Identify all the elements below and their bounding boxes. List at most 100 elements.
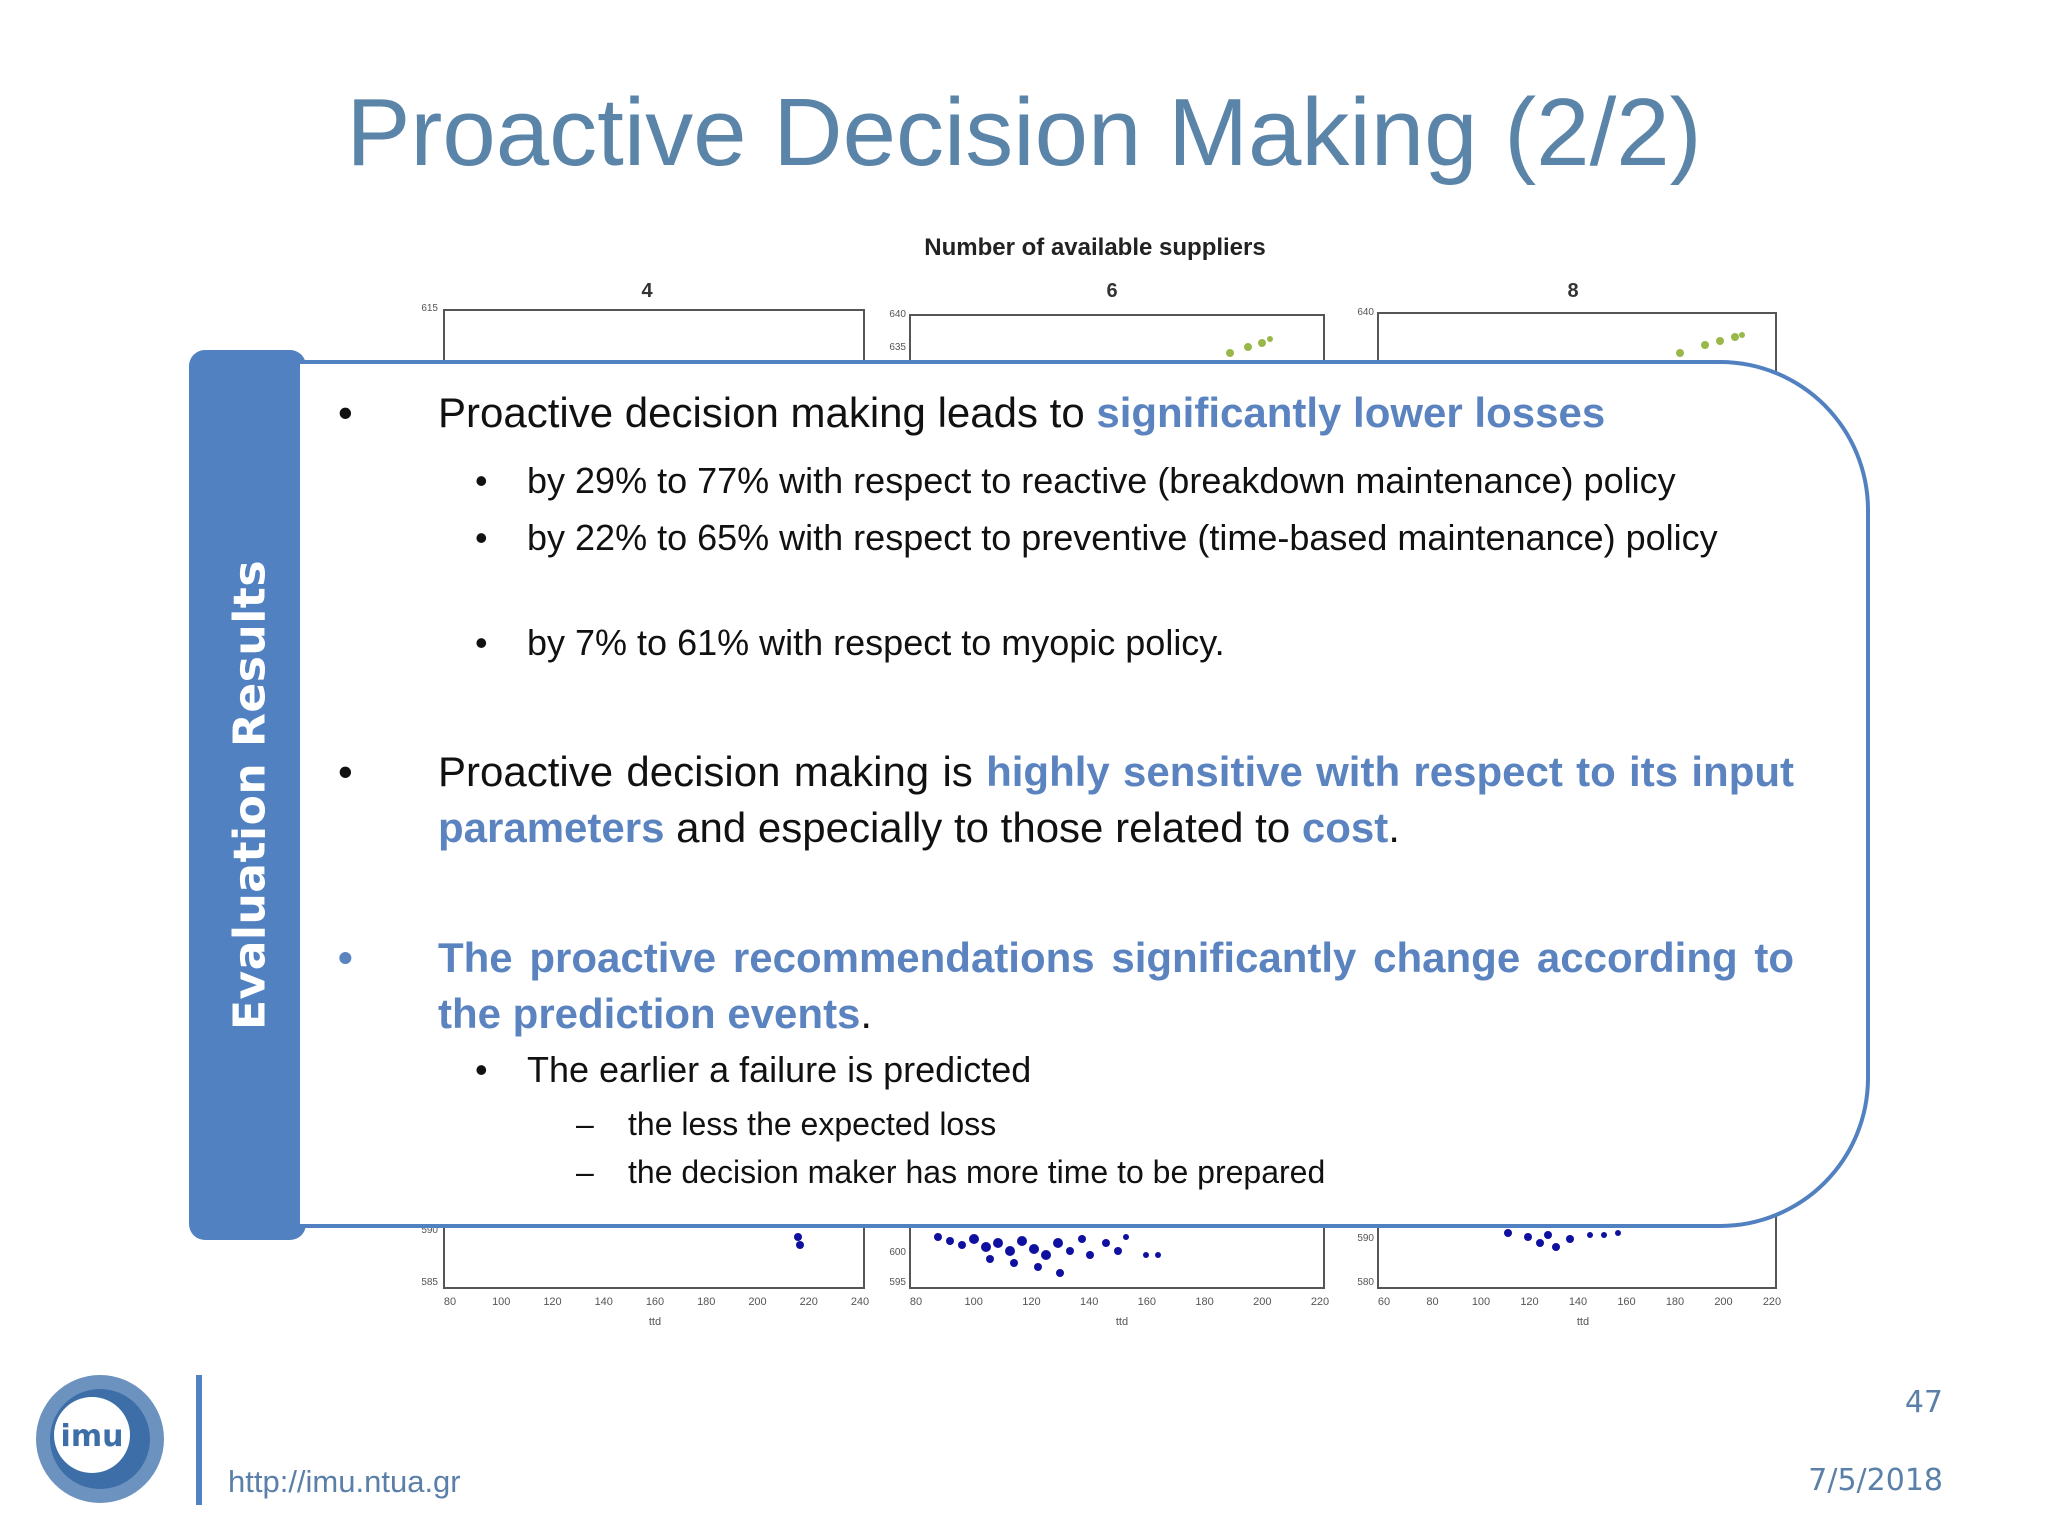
bullet-2: • Proactive decision making is highly se… bbox=[338, 744, 1794, 856]
blue-point bbox=[958, 1241, 966, 1249]
blue-point bbox=[946, 1237, 954, 1245]
panel-6-ytick-second: 635 bbox=[889, 342, 906, 353]
green-point bbox=[1244, 343, 1252, 351]
bullet-1-prefix: Proactive decision making leads to bbox=[438, 389, 1097, 436]
panel-8-ytick-b: 580 bbox=[1357, 1277, 1374, 1288]
blue-point bbox=[1005, 1246, 1015, 1256]
blue-point bbox=[1155, 1252, 1161, 1258]
blue-point bbox=[1102, 1239, 1110, 1247]
dash-mark: – bbox=[576, 1106, 594, 1142]
blue-point bbox=[1017, 1236, 1027, 1246]
bullet-2-middle: and especially to those related to bbox=[664, 804, 1302, 851]
figure-heading: Number of available suppliers bbox=[924, 234, 1265, 261]
panel-6-ytick-b: 595 bbox=[889, 1277, 906, 1288]
bullet-dot: • bbox=[338, 934, 353, 981]
green-points bbox=[1226, 332, 1745, 357]
green-point bbox=[1267, 336, 1273, 342]
bullet-2-prefix: Proactive decision making is bbox=[438, 748, 987, 795]
blue-point bbox=[1029, 1244, 1039, 1254]
bullet-3: • The proactive recommendations signific… bbox=[338, 930, 1794, 1042]
bullet-3-sub-1-b: – the decision maker has more time to be… bbox=[576, 1150, 1776, 1194]
logo-text: imu bbox=[61, 1419, 124, 1454]
blue-point bbox=[1544, 1231, 1552, 1239]
x-tick-label: 180 bbox=[1195, 1296, 1213, 1308]
blue-point bbox=[1114, 1247, 1122, 1255]
blue-point bbox=[1143, 1252, 1149, 1258]
x-tick-label: 220 bbox=[1311, 1296, 1329, 1308]
green-point bbox=[1739, 332, 1745, 338]
x-tick-label: 200 bbox=[1253, 1296, 1271, 1308]
bullet-1: • Proactive decision making leads to sig… bbox=[338, 385, 1838, 441]
side-tab bbox=[189, 350, 306, 1240]
blue-point bbox=[1041, 1250, 1051, 1260]
blue-point bbox=[1066, 1247, 1074, 1255]
panel-6-xticks: 80 100 120 140 160 180 200 220 bbox=[910, 1296, 1329, 1308]
blue-point bbox=[1123, 1234, 1129, 1240]
bullet-2-highlight: highly sensitive with respect to its inp… bbox=[438, 748, 1794, 851]
x-tick-label: 140 bbox=[1569, 1296, 1587, 1308]
blue-point bbox=[981, 1242, 991, 1252]
green-point bbox=[1716, 337, 1724, 345]
green-point bbox=[1701, 341, 1709, 349]
green-point bbox=[1731, 333, 1739, 341]
x-tick-label: 100 bbox=[492, 1296, 510, 1308]
blue-point bbox=[1536, 1239, 1544, 1247]
x-tick-label: 120 bbox=[1022, 1296, 1040, 1308]
x-tick-label: 120 bbox=[543, 1296, 561, 1308]
x-tick-label: 100 bbox=[1472, 1296, 1490, 1308]
bullet-1-text: Proactive decision making leads to signi… bbox=[438, 385, 1838, 441]
blue-point bbox=[1010, 1259, 1018, 1267]
panel-6-ytick-top: 640 bbox=[889, 309, 906, 320]
blue-point bbox=[1078, 1235, 1086, 1243]
bullet-3-end: . bbox=[860, 990, 873, 1037]
blue-point bbox=[969, 1234, 979, 1244]
x-tick-label: 220 bbox=[1763, 1296, 1781, 1308]
panel-8-xlabel: ttd bbox=[1577, 1316, 1589, 1328]
x-tick-label: 100 bbox=[965, 1296, 983, 1308]
footer-date: 7/5/2018 bbox=[1808, 1463, 1943, 1498]
blue-point bbox=[1524, 1233, 1532, 1241]
blue-point bbox=[993, 1238, 1003, 1248]
blue-point bbox=[1601, 1232, 1607, 1238]
blue-point bbox=[1504, 1229, 1512, 1237]
bullet-3-sub-1-b-text: the decision maker has more time to be p… bbox=[628, 1154, 1326, 1190]
panel-8-ytick-top: 640 bbox=[1357, 307, 1374, 318]
bullet-3-sub-1-a: – the less the expected loss bbox=[576, 1102, 1776, 1146]
blue-point bbox=[1056, 1269, 1064, 1277]
panel-6-ytick-a: 600 bbox=[889, 1247, 906, 1258]
blue-points bbox=[794, 1229, 1621, 1277]
bullet-list: • Proactive decision making leads to sig… bbox=[300, 360, 1900, 1228]
blue-point bbox=[934, 1233, 942, 1241]
dash-mark: – bbox=[576, 1154, 594, 1190]
slide-title: Proactive Decision Making (2/2) bbox=[346, 79, 1702, 186]
panel-6-xlabel: ttd bbox=[1116, 1316, 1128, 1328]
bullet-dot: • bbox=[475, 622, 488, 663]
bullet-dot: • bbox=[475, 517, 488, 558]
bullet-dot: • bbox=[338, 389, 353, 436]
bullet-3-sub-1-text: The earlier a failure is predicted bbox=[527, 1049, 1032, 1090]
blue-point bbox=[1587, 1232, 1593, 1238]
x-tick-label: 200 bbox=[748, 1296, 766, 1308]
green-point bbox=[1676, 349, 1684, 357]
bullet-3-sub-1: • The earlier a failure is predicted bbox=[475, 1046, 1800, 1094]
footer-url[interactable]: http://imu.ntua.gr bbox=[228, 1464, 461, 1499]
bullet-1-sub-3-text: by 7% to 61% with respect to myopic poli… bbox=[527, 622, 1225, 663]
blue-point bbox=[1034, 1263, 1042, 1271]
blue-point bbox=[794, 1233, 802, 1241]
x-tick-label: 80 bbox=[444, 1296, 456, 1308]
x-tick-label: 180 bbox=[1666, 1296, 1684, 1308]
logo-inner bbox=[54, 1397, 130, 1473]
x-tick-label: 120 bbox=[1520, 1296, 1538, 1308]
bullet-dot: • bbox=[338, 748, 353, 795]
x-tick-label: 140 bbox=[595, 1296, 613, 1308]
panel-4-xlabel: ttd bbox=[649, 1316, 661, 1328]
bullet-1-highlight: significantly lower losses bbox=[1096, 389, 1606, 436]
side-tab-label: Evaluation Results bbox=[224, 559, 276, 1031]
bullet-2-end: . bbox=[1388, 804, 1400, 851]
page-number: 47 bbox=[1904, 1385, 1943, 1420]
bullet-1-sub-1: • by 29% to 77% with respect to reactive… bbox=[475, 457, 1800, 505]
footer-divider bbox=[196, 1375, 202, 1505]
panel-label-8: 8 bbox=[1567, 280, 1578, 302]
blue-point bbox=[1086, 1251, 1094, 1259]
bullet-2-text: Proactive decision making is highly sens… bbox=[438, 744, 1794, 856]
